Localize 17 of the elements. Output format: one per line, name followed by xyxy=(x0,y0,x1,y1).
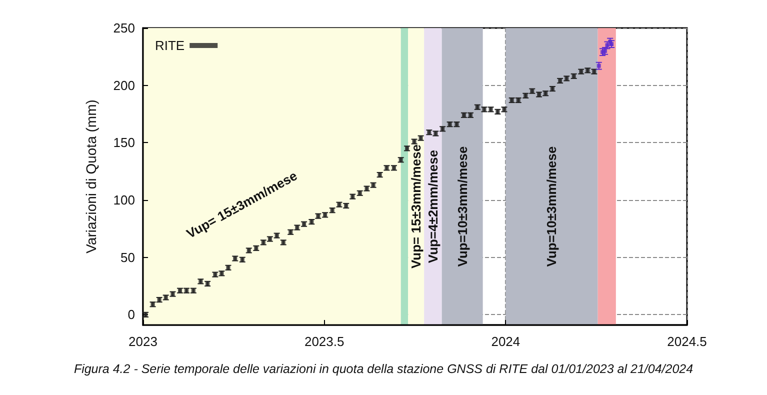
x-tick-label: 2023 xyxy=(128,334,158,349)
y-tick-label: 150 xyxy=(113,135,135,150)
x-tick-label: 2024.5 xyxy=(667,334,707,349)
band-label: Vup=10±3mm/mese xyxy=(454,146,470,267)
y-tick-label: 250 xyxy=(113,20,135,36)
y-tick-label: 0 xyxy=(128,307,135,322)
x-tick-label: 2023.5 xyxy=(304,334,344,349)
y-tick-label: 200 xyxy=(113,78,135,93)
band-label: Vup= 15±3mm/mese xyxy=(408,144,424,269)
x-tick-label: 2024 xyxy=(491,334,520,349)
y-tick-label: 50 xyxy=(120,250,135,265)
y-tick-label: 100 xyxy=(113,192,135,208)
legend-label: RITE xyxy=(154,38,185,53)
band-label: Vup=10±3mm/mese xyxy=(544,146,560,267)
text: Figura 4.2 - Serie temporale delle variazioni in quota della stazione GNSS di RITE dal 01/01/2023 al 21/04/2024 xyxy=(72,362,694,376)
y-axis-title: Variazioni di Quota (mm) xyxy=(83,100,99,254)
band-label: Vup=4±2mm/mese xyxy=(425,150,440,264)
